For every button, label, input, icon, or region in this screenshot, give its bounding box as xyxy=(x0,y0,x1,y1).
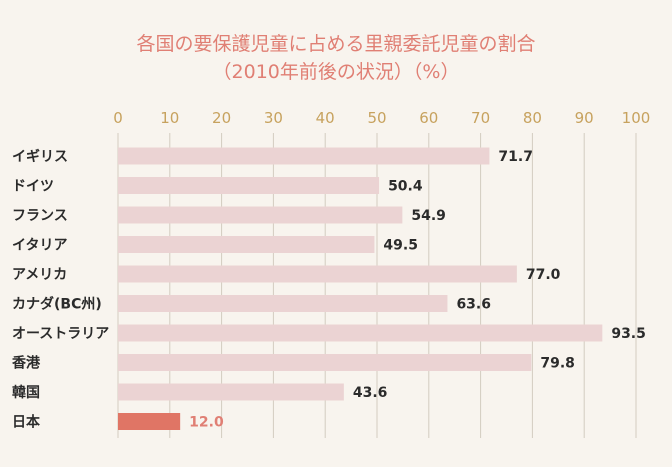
x-axis-ticks: 0 10 20 30 40 50 60 70 80 90 100 xyxy=(113,109,650,127)
category-label: イギリス xyxy=(12,148,68,165)
value-label: 43.6 xyxy=(353,385,388,401)
value-label: 12.0 xyxy=(189,415,224,431)
value-labels: 71.7 50.4 54.9 49.5 77.0 63.6 93.5 79.8 43.6 12.0 xyxy=(189,149,646,431)
value-label: 79.8 xyxy=(540,356,575,372)
x-tick-label: 20 xyxy=(212,109,231,127)
x-tick-label: 90 xyxy=(575,109,594,127)
category-label: 香港 xyxy=(11,355,41,372)
value-label: 71.7 xyxy=(498,149,533,165)
category-label: オーストラリア xyxy=(12,326,109,342)
category-label: フランス xyxy=(12,208,68,224)
bar-7 xyxy=(118,324,603,342)
bars xyxy=(118,147,603,430)
category-label: イタリア xyxy=(12,238,67,254)
category-label: アメリカ xyxy=(12,267,67,283)
chart-subtitle: （2010年前後の状況）（%） xyxy=(213,61,460,83)
bar-4 xyxy=(118,236,375,253)
x-tick-label: 0 xyxy=(113,109,123,127)
value-label: 49.5 xyxy=(383,238,418,254)
x-tick-label: 100 xyxy=(622,109,651,127)
bar-3 xyxy=(118,206,403,224)
bar-1 xyxy=(118,147,490,165)
bar-9 xyxy=(118,383,344,401)
bar-8 xyxy=(118,354,532,371)
value-label: 77.0 xyxy=(526,267,561,283)
value-label: 63.6 xyxy=(456,297,491,313)
x-tick-label: 30 xyxy=(264,109,283,127)
x-tick-label: 70 xyxy=(471,109,490,127)
category-label: 韓国 xyxy=(12,384,40,401)
bar-10 xyxy=(118,413,181,430)
bar-2 xyxy=(118,177,380,194)
bar-6 xyxy=(118,295,448,312)
value-label: 50.4 xyxy=(388,179,423,195)
value-label: 93.5 xyxy=(611,326,646,342)
category-label: ドイツ xyxy=(12,179,54,195)
value-label: 54.9 xyxy=(411,208,446,224)
category-label: 日本 xyxy=(12,414,41,431)
x-tick-label: 60 xyxy=(419,109,438,127)
chart-title: 各国の要保護児童に占める里親委託児童の割合 xyxy=(136,33,535,55)
x-tick-label: 80 xyxy=(523,109,542,127)
category-label: カナダ(BC州) xyxy=(12,296,102,313)
x-tick-label: 10 xyxy=(160,109,179,127)
x-tick-label: 50 xyxy=(367,109,386,127)
x-tick-label: 40 xyxy=(316,109,335,127)
bar-5 xyxy=(118,265,517,283)
